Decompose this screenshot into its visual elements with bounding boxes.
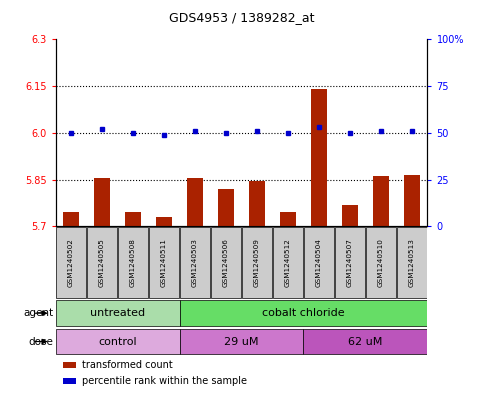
Bar: [397, 227, 427, 298]
Text: dose: dose: [28, 336, 53, 347]
Text: GSM1240509: GSM1240509: [254, 238, 260, 287]
Text: GSM1240508: GSM1240508: [130, 238, 136, 287]
Bar: [303, 329, 427, 354]
Text: agent: agent: [23, 308, 53, 318]
Bar: [125, 212, 141, 226]
Bar: [366, 227, 396, 298]
Bar: [94, 178, 110, 226]
Bar: [335, 227, 365, 298]
Bar: [311, 89, 327, 226]
Text: 29 uM: 29 uM: [224, 336, 259, 347]
Text: GSM1240512: GSM1240512: [285, 238, 291, 287]
Bar: [373, 176, 389, 226]
Text: GSM1240510: GSM1240510: [378, 238, 384, 287]
Bar: [56, 329, 180, 354]
Bar: [180, 227, 210, 298]
Text: GSM1240505: GSM1240505: [99, 238, 105, 287]
Bar: [211, 227, 241, 298]
Bar: [218, 189, 234, 226]
Text: control: control: [98, 336, 137, 347]
Text: GSM1240504: GSM1240504: [316, 238, 322, 287]
Text: transformed count: transformed count: [82, 360, 172, 370]
Bar: [63, 378, 76, 384]
Bar: [87, 227, 117, 298]
Bar: [63, 212, 79, 226]
Text: 62 uM: 62 uM: [348, 336, 383, 347]
Text: GSM1240513: GSM1240513: [409, 238, 415, 287]
Bar: [56, 301, 180, 326]
Bar: [63, 362, 76, 368]
Bar: [242, 227, 272, 298]
Bar: [249, 181, 265, 226]
Bar: [187, 178, 203, 226]
Bar: [149, 227, 179, 298]
Bar: [156, 217, 172, 226]
Text: GSM1240503: GSM1240503: [192, 238, 198, 287]
Text: GSM1240507: GSM1240507: [347, 238, 353, 287]
Bar: [56, 227, 86, 298]
Bar: [180, 329, 303, 354]
Bar: [304, 227, 334, 298]
Bar: [404, 175, 420, 226]
Bar: [280, 212, 296, 226]
Text: untreated: untreated: [90, 308, 145, 318]
Bar: [342, 204, 358, 226]
Text: GSM1240511: GSM1240511: [161, 238, 167, 287]
Bar: [180, 301, 427, 326]
Text: GSM1240506: GSM1240506: [223, 238, 229, 287]
Text: percentile rank within the sample: percentile rank within the sample: [82, 376, 247, 386]
Text: GSM1240502: GSM1240502: [68, 238, 74, 287]
Bar: [273, 227, 303, 298]
Text: cobalt chloride: cobalt chloride: [262, 308, 345, 318]
Bar: [118, 227, 148, 298]
Text: GDS4953 / 1389282_at: GDS4953 / 1389282_at: [169, 11, 314, 24]
